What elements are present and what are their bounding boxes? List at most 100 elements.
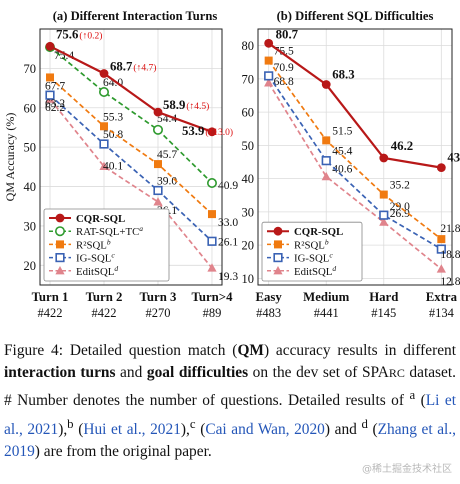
x-tick-count: #422 <box>92 306 117 320</box>
data-point <box>99 139 109 149</box>
legend-item: IG-SQLc <box>49 251 115 265</box>
legend-label: R²SQLb <box>76 237 111 251</box>
data-label: 18.8 <box>440 249 460 261</box>
data-point <box>379 210 389 220</box>
data-point <box>99 87 110 98</box>
data-point <box>207 127 217 137</box>
data-label: 40.9 <box>218 180 238 192</box>
series-line <box>267 60 442 240</box>
legend-marker <box>274 240 282 249</box>
plot-frame <box>39 28 223 286</box>
legend-box <box>261 221 363 282</box>
chart-panel-turns: (a) Different Interaction Turns 20 30 40 50 6… <box>3 9 238 320</box>
data-label: 39.0 <box>157 175 177 187</box>
x-tick-label: Hard <box>369 290 398 304</box>
series-line <box>268 42 442 169</box>
data-label: 26.1 <box>218 236 238 248</box>
data-label: 45.4 <box>332 146 352 158</box>
x-tick-count: #483 <box>256 306 281 320</box>
data-label: 46.2 <box>391 139 413 153</box>
legend-label: CQR-SQL <box>294 226 343 238</box>
series-line <box>49 94 213 242</box>
y-tick-label: 70 <box>24 62 37 76</box>
legend-item: EditSQLd <box>267 264 336 278</box>
data-point <box>45 41 55 51</box>
data-point <box>153 197 163 206</box>
series-line <box>49 98 213 269</box>
legend-label: CQR-SQL <box>76 213 125 225</box>
data-point <box>379 190 388 199</box>
data-label: 45.7 <box>157 149 177 161</box>
series-editsql: 62.240.136.119.3 <box>45 94 238 283</box>
data-label: 63.2 <box>45 98 65 110</box>
data-point <box>99 161 109 171</box>
data-label: 67.7 <box>45 80 65 92</box>
data-point <box>379 153 389 163</box>
plot-frame <box>257 28 453 286</box>
legend-item: R²SQLb <box>267 237 329 251</box>
legend-item: CQR-SQL <box>267 226 343 238</box>
legend-label: EditSQLd <box>76 264 118 278</box>
data-point <box>153 185 163 196</box>
x-tick-count: #89 <box>203 306 222 320</box>
x-tick-count: #422 <box>38 306 63 320</box>
citation-li-2021[interactable]: Li et al., 2021 <box>4 392 456 438</box>
y-tick-label: 40 <box>24 180 37 194</box>
citation-cai-2020[interactable]: Cai and Wan, 2020 <box>205 420 325 438</box>
data-point <box>46 73 55 82</box>
y-tick-label: 50 <box>242 139 255 153</box>
data-point <box>321 171 331 181</box>
series-ig-sql: 63.2 50.8 39.0 26.1 <box>45 90 238 248</box>
legend-box <box>43 208 170 282</box>
data-label: 40.1 <box>103 160 123 172</box>
series-line <box>49 45 213 133</box>
figure-charts: (a) Different Interaction Turns 20 30 40 50 6… <box>3 9 460 320</box>
y-tick-label: 80 <box>242 39 255 53</box>
y-tick-label: 30 <box>24 219 37 233</box>
data-label: 35.2 <box>390 180 410 192</box>
legend-item: RAT-SQL+TCa <box>49 224 143 238</box>
data-label: 75.5 <box>274 46 294 58</box>
citation-zhang-2019[interactable]: Zhang et al., 2019 <box>4 420 457 461</box>
y-tick-label: 30 <box>242 205 255 219</box>
data-point <box>379 217 389 226</box>
data-label: 50.8 <box>103 129 123 141</box>
series-ig-sql: 70.9 45.4 29.0 18.8 <box>264 62 460 261</box>
data-label: 19.3 <box>218 271 238 283</box>
figure-caption: Figure 4: Detailed question match (QM) a… <box>4 342 457 461</box>
data-label: 68.7(↑4.7) <box>110 60 156 74</box>
x-tick-label: Turn 3 <box>140 290 177 304</box>
x-tick-label: Turn>4 <box>192 290 234 304</box>
data-label: 70.9 <box>274 62 294 74</box>
chart-title: (a) Different Interaction Turns <box>53 9 218 23</box>
data-label: 54.4 <box>157 113 177 125</box>
data-label: 29.0 <box>390 201 410 213</box>
legend-item: CQR-SQL <box>49 213 125 225</box>
y-tick-label: 20 <box>24 259 37 273</box>
data-label: 62.2 <box>45 102 65 114</box>
series-cqr-sql: 75.6(↑0.2) 68.7(↑4.7) 58.9(↑4.5) 53.9(↑13.0… <box>45 27 233 138</box>
legend-marker <box>55 213 65 223</box>
data-point <box>322 136 331 145</box>
legend-marker <box>56 240 64 249</box>
series-line <box>267 82 442 270</box>
data-label: 80.7 <box>276 27 299 41</box>
citation-hui-2021[interactable]: Hui et al., 2021 <box>83 420 181 438</box>
data-label: 75.4 <box>54 50 74 62</box>
data-point <box>436 244 446 254</box>
y-tick-label: 60 <box>24 101 37 115</box>
legend-marker <box>55 253 65 263</box>
x-tick-count: #134 <box>429 306 455 320</box>
data-point <box>99 69 109 78</box>
data-point <box>264 78 274 87</box>
series-r-sql: 75.5 51.5 35.2 21.8 <box>264 46 460 244</box>
x-tick-count: #145 <box>371 306 396 320</box>
data-label: 64.0 <box>103 77 123 89</box>
chart-panel-difficulties: (b) Different SQL Difficulties 10 20 30 40 50… <box>242 9 460 320</box>
legend-label: IG-SQLc <box>76 251 115 265</box>
x-tick-label: Turn 1 <box>32 290 69 304</box>
legend-label: RAT-SQL+TCa <box>76 224 143 238</box>
data-point <box>264 71 274 81</box>
x-tick-label: Medium <box>303 290 350 304</box>
